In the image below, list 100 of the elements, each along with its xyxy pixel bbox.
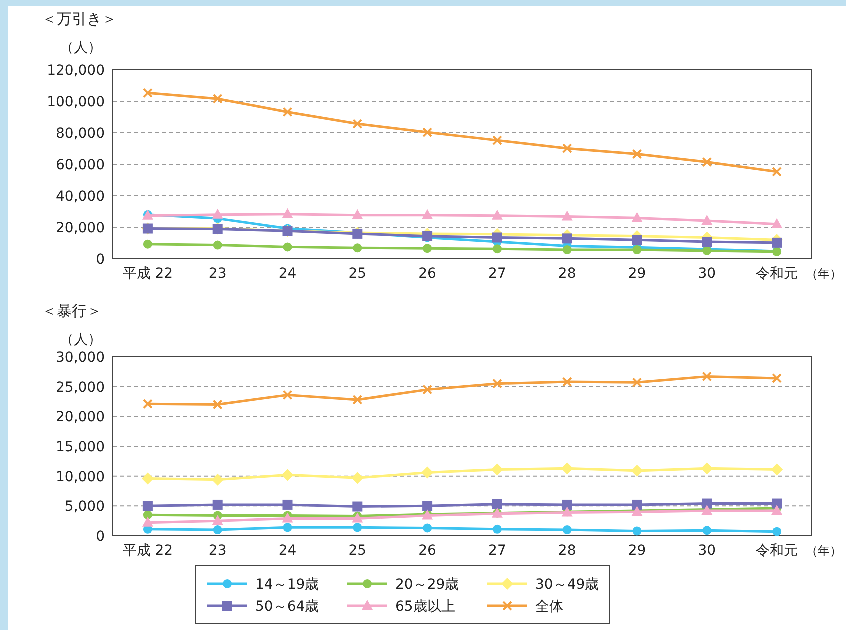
point [282,208,294,218]
point [282,107,293,118]
point [142,399,153,410]
point [212,515,224,526]
chart-title: ＜万引き＞ [42,10,117,28]
point [492,244,502,254]
point [491,464,504,476]
point [702,215,713,226]
point [352,394,363,405]
point [352,209,364,220]
point [632,246,642,255]
point [213,240,222,250]
x-tick-label: 25 [348,266,367,282]
point [492,210,503,220]
point [772,498,782,509]
point [701,462,714,475]
point [352,472,364,484]
point [702,236,712,247]
point [142,472,154,485]
point [212,208,224,219]
x-tick-label: 24 [278,266,297,282]
y-tick-label: 80,000 [56,126,105,142]
point [422,466,434,479]
y-tick-label: 25,000 [56,380,105,396]
point [282,469,294,482]
point [142,88,153,98]
point [422,209,434,220]
point [423,524,432,533]
legend-label: 20～29歳 [396,577,460,593]
x-axis-title: （年） [806,544,842,558]
y-tick-label: 0 [96,529,105,545]
y-tick-label: 30,000 [56,350,105,366]
point [562,377,572,388]
point [702,498,712,509]
x-tick-label: 29 [628,543,646,559]
point [561,462,574,475]
point [562,500,572,510]
point [422,501,433,512]
point [282,500,293,510]
point [282,390,293,400]
point [422,128,433,138]
y-axis-title: （人） [60,40,102,56]
point [423,244,432,254]
point [492,232,502,243]
point [562,246,572,255]
x-tick-label: 25 [348,543,367,559]
legend-label: 全体 [536,599,564,615]
legend-label: 30～49歳 [536,577,600,593]
point [702,157,712,168]
point [492,524,502,534]
point [212,94,223,104]
legend-label: 14～19歳 [256,577,320,593]
y-tick-label: 20,000 [56,220,105,236]
point [353,244,362,253]
point [562,210,573,221]
x-tick-label: 平成 22 [122,266,174,282]
x-axis-title: （年） [806,267,842,281]
point [143,240,152,249]
point [632,526,642,536]
x-tick-label: 23 [208,266,227,282]
point [353,523,362,532]
x-tick-label: 26 [418,543,437,559]
y-tick-label: 60,000 [56,158,105,174]
point [632,149,642,160]
y-tick-label: 20,000 [56,410,105,426]
point [213,526,222,535]
point [562,526,572,535]
point [631,464,644,477]
point [212,500,223,510]
point [772,527,782,536]
y-tick-label: 120,000 [47,63,105,79]
point [632,212,643,222]
y-tick-label: 100,000 [47,94,105,110]
x-tick-label: 27 [488,543,506,559]
x-tick-label: 27 [488,266,506,282]
point [212,474,224,486]
x-tick-label: 30 [698,266,716,282]
point [142,516,154,527]
point [422,384,433,395]
point [772,166,782,177]
x-tick-label: 平成 22 [122,543,174,559]
point [492,136,502,146]
point [283,523,292,532]
point [772,218,783,228]
x-tick-label: 26 [418,266,437,282]
point [632,235,642,246]
chart-title: ＜暴行＞ [42,302,102,320]
y-axis-title: （人） [60,332,102,348]
y-tick-label: 5,000 [64,499,105,516]
point [562,234,572,244]
x-tick-label: 29 [628,266,646,282]
y-tick-label: 0 [96,252,105,268]
x-tick-label: 令和元 [756,543,798,559]
point [352,502,363,512]
legend-label: 50～64歳 [256,599,320,615]
point [143,510,152,520]
point [702,372,712,382]
x-tick-label: 令和元 [756,266,798,282]
point [772,373,782,384]
x-tick-label: 28 [558,266,576,282]
